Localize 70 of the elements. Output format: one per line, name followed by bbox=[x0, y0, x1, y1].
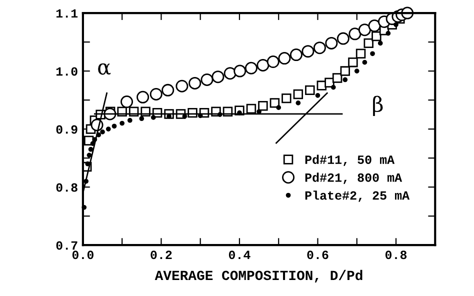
point bbox=[348, 28, 362, 40]
point bbox=[313, 42, 326, 54]
point bbox=[120, 96, 134, 108]
point bbox=[88, 146, 94, 152]
annotation: β bbox=[373, 96, 383, 116]
point bbox=[278, 52, 291, 65]
point bbox=[336, 32, 350, 45]
point bbox=[86, 152, 92, 158]
point bbox=[224, 67, 236, 80]
annotation: α bbox=[98, 63, 111, 75]
point bbox=[127, 118, 132, 123]
x-tick-label: 0.6 bbox=[307, 250, 328, 260]
y-tick-label: 0.8 bbox=[56, 183, 78, 192]
point bbox=[266, 56, 280, 68]
point bbox=[364, 38, 374, 48]
point bbox=[362, 60, 368, 65]
point bbox=[305, 85, 315, 96]
point bbox=[258, 100, 268, 111]
legend-label: Pd#21, 800 mA bbox=[305, 172, 402, 184]
point bbox=[282, 93, 292, 104]
point bbox=[368, 20, 381, 32]
point bbox=[150, 88, 162, 100]
point bbox=[358, 24, 371, 36]
y-tick-label: 0.9 bbox=[56, 125, 78, 134]
point bbox=[188, 76, 202, 90]
point bbox=[330, 84, 336, 90]
point bbox=[256, 58, 270, 72]
point bbox=[234, 64, 246, 78]
x-tick-label: 0.4 bbox=[228, 250, 250, 260]
point bbox=[325, 36, 338, 50]
y-tick-label: 0.7 bbox=[56, 241, 78, 250]
point bbox=[120, 120, 125, 126]
point bbox=[315, 92, 320, 98]
point bbox=[342, 77, 348, 82]
point bbox=[106, 126, 111, 132]
point bbox=[139, 116, 144, 122]
legend-label: Plate#2, 25 mA bbox=[305, 190, 410, 202]
y-tick-label: 1.1 bbox=[56, 9, 78, 18]
point bbox=[394, 22, 398, 28]
point bbox=[340, 66, 350, 76]
y-tick-label: 1.0 bbox=[56, 67, 78, 76]
point bbox=[356, 48, 366, 58]
point bbox=[370, 51, 375, 56]
x-tick-label: 0.0 bbox=[72, 250, 94, 260]
point bbox=[150, 115, 156, 120]
point bbox=[136, 90, 150, 104]
point bbox=[270, 98, 280, 108]
point bbox=[290, 48, 302, 62]
point bbox=[276, 105, 282, 110]
point bbox=[246, 104, 256, 114]
point bbox=[293, 89, 304, 100]
point bbox=[100, 130, 105, 134]
point bbox=[332, 73, 342, 83]
x-tick-label: 0.2 bbox=[150, 250, 172, 260]
point bbox=[112, 124, 117, 129]
point bbox=[200, 73, 214, 86]
point bbox=[244, 62, 258, 74]
point bbox=[386, 30, 391, 36]
point bbox=[348, 57, 358, 68]
point bbox=[176, 80, 188, 92]
point bbox=[372, 31, 382, 42]
point bbox=[302, 45, 314, 58]
x-tick-label: 0.8 bbox=[385, 250, 407, 260]
x-axis-title: AVERAGE COMPOSITION, D/Pd bbox=[154, 270, 362, 282]
point bbox=[212, 70, 224, 84]
point bbox=[354, 68, 360, 74]
point bbox=[296, 100, 301, 106]
point bbox=[378, 40, 383, 46]
point bbox=[162, 84, 174, 96]
legend-label: Pd#11, 50 mA bbox=[305, 154, 395, 166]
